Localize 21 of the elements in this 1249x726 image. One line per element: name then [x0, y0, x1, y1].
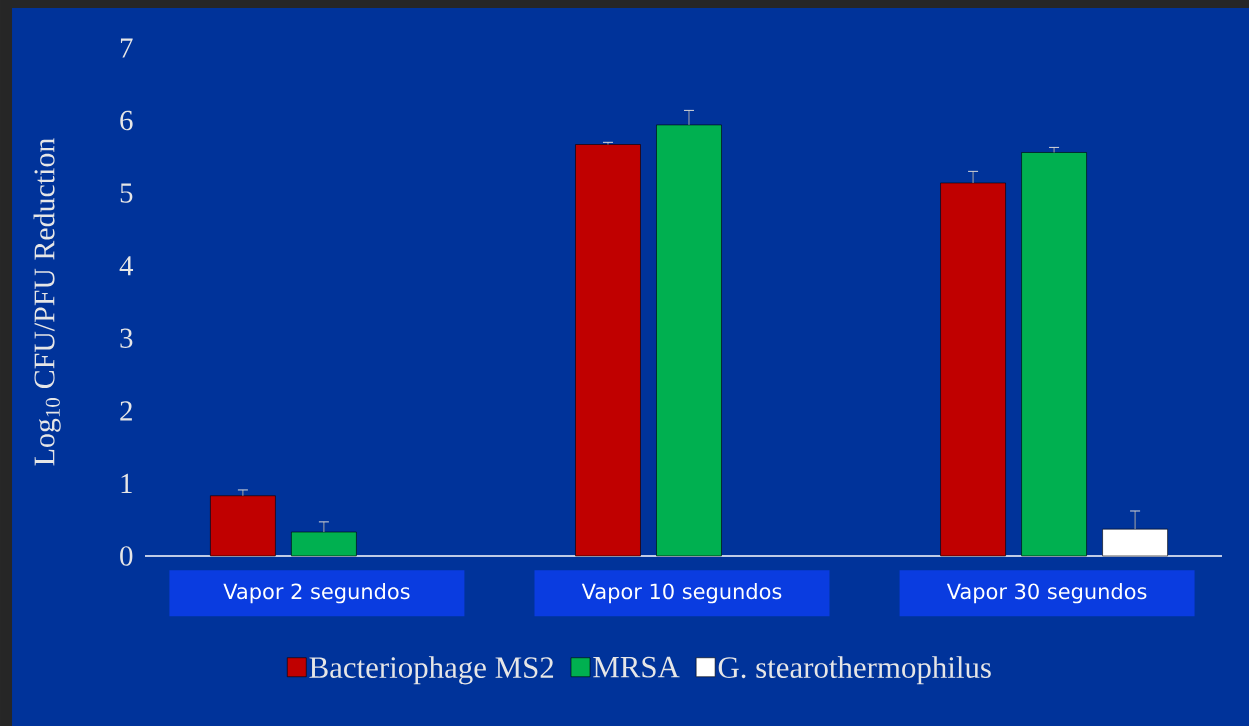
y-tick-label: 1: [121, 473, 132, 493]
x-tick-label: Vapor 30 segundos: [946, 583, 1147, 604]
bar: [291, 531, 357, 557]
y-tick-label: 5: [120, 183, 133, 203]
x-tick-label: Vapor 10 segundos: [581, 583, 782, 604]
bar: [656, 124, 722, 557]
bar: [940, 182, 1006, 557]
legend-label: G. stearothermophilus: [718, 656, 991, 685]
y-axis-title: Log$_{10}$ CFU/PFU Reduction: [33, 138, 61, 466]
bar: [1021, 152, 1087, 557]
y-tick-label: 4: [119, 256, 134, 276]
y-tick-label: 7: [120, 38, 133, 58]
y-tick-label: 2: [120, 401, 132, 421]
bar: [210, 495, 276, 557]
y-tick-label: 6: [120, 110, 133, 131]
legend-label: MRSA: [593, 656, 680, 678]
bar: [575, 144, 641, 557]
y-tick-label: 3: [120, 328, 133, 348]
legend-label: Bacteriophage MS2: [309, 656, 554, 685]
x-tick-label: Vapor 2 segundos: [223, 583, 410, 604]
y-tick-label: 0: [120, 546, 133, 566]
